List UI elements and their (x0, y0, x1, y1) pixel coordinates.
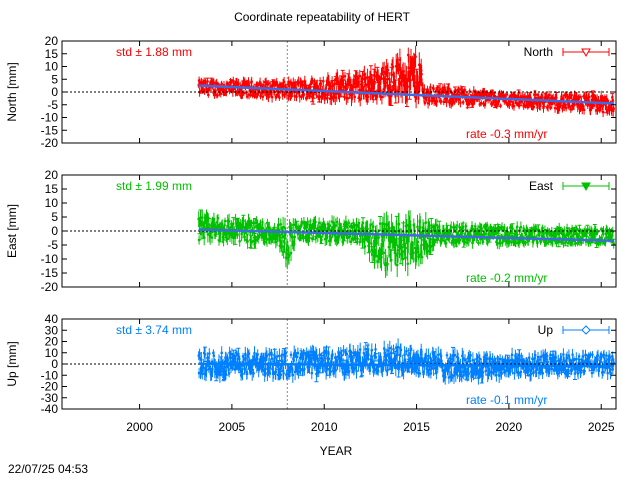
x-tick-label: 2010 (311, 420, 338, 434)
y-tick-label: 20 (45, 34, 59, 48)
y-tick-label: -15 (41, 123, 59, 137)
y-tick-label: 10 (45, 346, 59, 360)
y-tick-label: 15 (45, 182, 59, 196)
x-tick-label: 2005 (219, 420, 246, 434)
y-tick-label: 20 (45, 335, 59, 349)
data-cloud-up (197, 338, 615, 385)
y-tick-label: 30 (45, 323, 59, 337)
y-tick-label: 0 (51, 85, 58, 99)
y-axis-label-east: East [mm] (5, 204, 19, 258)
y-axis-label-north: North [mm] (5, 62, 19, 121)
x-tick-label: 2025 (588, 420, 615, 434)
y-tick-label: -30 (41, 391, 59, 405)
y-tick-label: 5 (51, 210, 58, 224)
y-tick-label: -10 (41, 368, 59, 382)
y-tick-label: 0 (51, 224, 58, 238)
trend-line-east (198, 228, 615, 243)
legend-label-up: Up (538, 323, 554, 337)
y-tick-label: 40 (45, 312, 59, 326)
x-tick-label: 2020 (496, 420, 523, 434)
y-tick-label: -40 (41, 402, 59, 416)
std-label-up: std ± 3.74 mm (116, 323, 192, 337)
y-tick-label: 5 (51, 72, 58, 86)
y-tick-label: 10 (45, 196, 59, 210)
rate-label-east: rate -0.2 mm/yr (466, 271, 547, 285)
y-tick-label: 0 (51, 357, 58, 371)
y-tick-label: -10 (41, 252, 59, 266)
data-cloud-east (197, 209, 616, 278)
y-tick-label: -10 (41, 111, 59, 125)
x-tick-label: 2000 (126, 420, 153, 434)
legend-label-north: North (524, 45, 553, 59)
trend-line-north (198, 84, 615, 105)
legend-label-east: East (529, 179, 554, 193)
y-axis-label-up: Up [mm] (5, 341, 19, 386)
trend-line-up (198, 362, 615, 368)
rate-label-north: rate -0.3 mm/yr (466, 127, 547, 141)
chart-title: Coordinate repeatability of HERT (234, 10, 411, 24)
x-tick-labels: 2000 2005 2010 2015 2020 2025 (126, 420, 615, 434)
y-tick-label: -15 (41, 266, 59, 280)
x-axis-label: YEAR (320, 444, 353, 458)
y-tick-label: 15 (45, 47, 59, 61)
std-label-east: std ± 1.99 mm (116, 179, 192, 193)
y-tick-label: -20 (41, 380, 59, 394)
y-tick-label: -20 (41, 136, 59, 150)
legend-marker-triangle-filled (581, 182, 591, 192)
y-tick-label: 10 (45, 60, 59, 74)
legend-marker-triangle-open (581, 48, 591, 58)
timestamp: 22/07/25 04:53 (8, 462, 88, 476)
y-tick-label: 20 (45, 168, 59, 182)
std-label-north: std ± 1.88 mm (116, 45, 192, 59)
x-tick-label: 2015 (403, 420, 430, 434)
y-tick-label: -5 (47, 238, 58, 252)
y-tick-label: -5 (47, 98, 58, 112)
y-tick-label: -20 (41, 280, 59, 294)
rate-label-up: rate -0.1 mm/yr (466, 393, 547, 407)
legend-marker-diamond (581, 325, 591, 335)
